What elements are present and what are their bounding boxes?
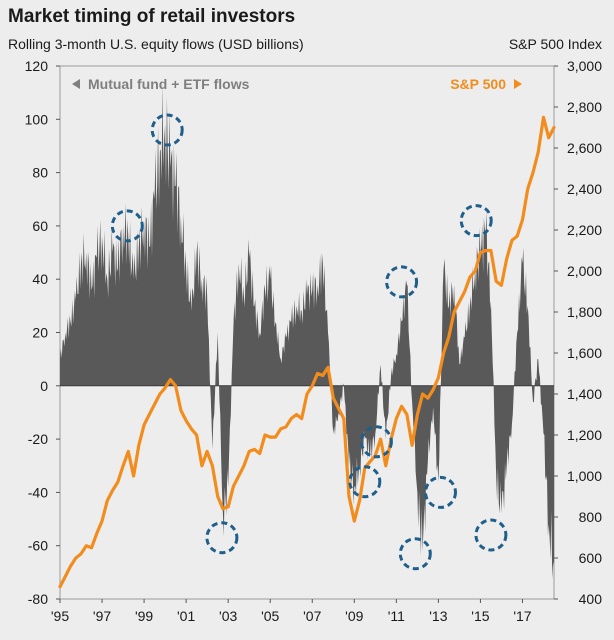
legend-sp500-label: S&P 500 (450, 76, 506, 92)
left-tick-label: 20 (32, 325, 48, 341)
left-tick-label: 120 (25, 58, 49, 74)
right-tick-label: 2,400 (567, 181, 602, 197)
x-tick-label: '95 (51, 608, 69, 624)
left-tick-label: 0 (40, 378, 48, 394)
x-tick-label: '07 (303, 608, 321, 624)
annotation-circle (459, 204, 493, 238)
x-tick-label: '13 (429, 608, 447, 624)
left-tick-label: -60 (28, 538, 48, 554)
sp500-line (58, 115, 556, 589)
right-tick-label: 2,800 (567, 99, 602, 115)
right-tick-label: 1,200 (567, 427, 602, 443)
left-tick-label: -20 (28, 431, 48, 447)
left-tick-label: 40 (32, 271, 48, 287)
right-tick-label: 2,000 (567, 263, 602, 279)
right-tick-label: 2,200 (567, 222, 602, 238)
annotation-circle (385, 265, 419, 299)
left-tick-label: 80 (32, 165, 48, 181)
chart-title: Market timing of retail investors (8, 6, 296, 27)
legend-right-arrow-icon (514, 79, 522, 89)
annotation-circle (205, 521, 239, 555)
left-tick-label: 100 (25, 111, 49, 127)
annotation-circle (359, 425, 393, 459)
left-tick-label: 60 (32, 218, 48, 234)
x-tick-label: '17 (513, 608, 531, 624)
right-tick-label: 400 (579, 591, 603, 607)
left-tick-label: -80 (28, 591, 48, 607)
x-tick-label: '11 (388, 608, 405, 624)
legend-flows-label: Mutual fund + ETF flows (88, 76, 250, 92)
x-tick-label: '15 (471, 608, 489, 624)
right-tick-label: 1,600 (567, 345, 602, 361)
x-tick-label: '09 (345, 608, 363, 624)
x-tick-label: '01 (177, 608, 195, 624)
right-axis-title: S&P 500 Index (508, 36, 602, 52)
right-tick-label: 1,800 (567, 304, 602, 320)
right-tick-label: 3,000 (567, 58, 602, 74)
x-tick-label: '05 (261, 608, 279, 624)
right-tick-label: 800 (579, 509, 603, 525)
annotation-circle (150, 113, 184, 147)
x-tick-label: '03 (219, 608, 237, 624)
right-tick-label: 1,000 (567, 468, 602, 484)
x-tick-label: '97 (93, 608, 111, 624)
right-tick-label: 600 (579, 550, 603, 566)
left-tick-label: -40 (28, 484, 48, 500)
right-tick-label: 1,400 (567, 386, 602, 402)
annotation-circle (398, 537, 432, 571)
chart-subtitle: Rolling 3-month U.S. equity flows (USD b… (8, 36, 304, 52)
legend-left-arrow-icon (72, 79, 80, 89)
flows-area (60, 83, 554, 580)
x-tick-label: '99 (135, 608, 153, 624)
right-tick-label: 2,600 (567, 140, 602, 156)
annotation-circle (348, 465, 382, 499)
annotation-circle (474, 518, 508, 552)
annotation-circle (424, 475, 457, 509)
annotation-circle (110, 209, 144, 243)
